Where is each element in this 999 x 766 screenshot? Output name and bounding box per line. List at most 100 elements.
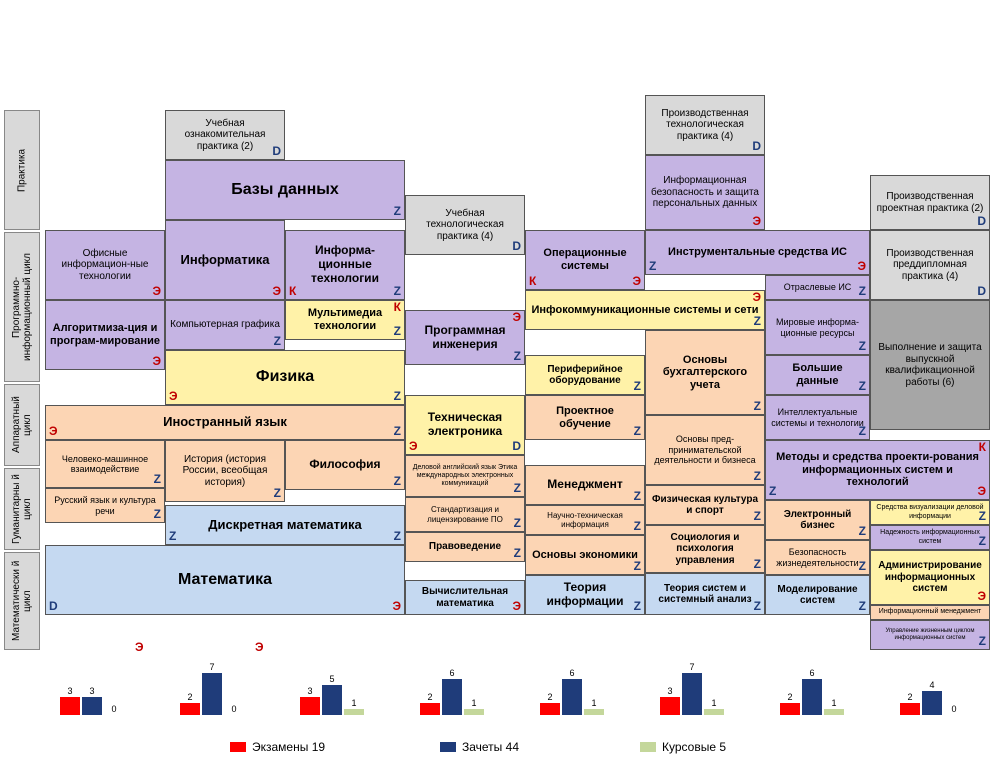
course-block-label: Производственная проектная практика (2)	[875, 191, 985, 214]
assessment-tag: Z	[514, 350, 521, 364]
chart-bar	[322, 685, 342, 715]
assessment-tag: Э	[512, 600, 521, 614]
course-block-label: Информа-ционные технологии	[290, 244, 400, 285]
course-block: Проектное обучениеZ	[525, 395, 645, 440]
cycle-label: Практика	[4, 110, 40, 230]
cycle-label: Гуманитарны й цикл	[4, 468, 40, 550]
course-block-label: Инструментальные средства ИС	[668, 246, 847, 259]
course-block: Информационная безопасность и защита пер…	[645, 155, 765, 230]
assessment-tag: Z	[859, 560, 866, 574]
course-block: Информационный менеджмент	[870, 605, 990, 620]
assessment-tag: Z	[754, 510, 761, 524]
bar-group: 240	[900, 660, 970, 715]
course-block-label: Физика	[256, 368, 314, 386]
chart-bar	[82, 697, 102, 715]
chart-bar	[780, 703, 800, 715]
course-block: Офисные информацион-ные технологииЭ	[45, 230, 165, 300]
assessment-tag: Z	[274, 335, 281, 349]
course-block-label: Основы экономики	[532, 549, 638, 562]
course-block-label: Менеджмент	[547, 478, 622, 492]
course-block: Базы данныхZ	[165, 160, 405, 220]
course-block: Производственная технологическая практик…	[645, 95, 765, 155]
assessment-tag: Z	[769, 485, 776, 499]
course-block-label: Человеко-машинное взаимодействие	[50, 454, 160, 475]
course-block-label: Учебная ознакомительная практика (2)	[170, 118, 280, 153]
cycle-label: Программно-информационный цикл	[4, 232, 40, 382]
course-block: Электронный бизнесZ	[765, 500, 870, 540]
assessment-tag: Z	[859, 340, 866, 354]
course-block-label: Иностранный язык	[163, 415, 287, 430]
course-block: Теория информацииZ	[525, 575, 645, 615]
assessment-tag: Z	[514, 547, 521, 561]
assessment-tag: Z	[634, 560, 641, 574]
course-block-label: Теория информации	[530, 581, 640, 609]
course-block-label: Философия	[309, 458, 380, 472]
course-block-label: Средства визуализации деловой информации	[875, 504, 985, 520]
bar-group: 261	[780, 660, 850, 715]
cycle-label: Математически й цикл	[4, 552, 40, 650]
assessment-tag: Z	[859, 525, 866, 539]
assessment-tag: Z	[634, 490, 641, 504]
chart-bar	[464, 709, 484, 715]
course-block: Периферийное оборудованиеZ	[525, 355, 645, 395]
assessment-tag: Z	[634, 380, 641, 394]
course-block: Управление жизненным циклом информационн…	[870, 620, 990, 650]
course-block-label: Методы и средства проекти-рования информ…	[770, 451, 985, 489]
course-block: Инфокоммуникационные системы и сетиЭZ	[525, 290, 765, 330]
course-block: Выполнение и защита выпускной квалификац…	[870, 300, 990, 430]
bar-value-label: 3	[300, 686, 320, 696]
bar-value-label: 2	[420, 692, 440, 702]
assessment-tag: Z	[754, 470, 761, 484]
assessment-tag: Э	[49, 425, 58, 439]
bar-group: 261	[540, 660, 610, 715]
assessment-tag: Z	[649, 260, 656, 274]
legend-item: Зачеты 44	[440, 740, 519, 754]
legend-label: Курсовые 5	[662, 740, 726, 754]
legend-swatch	[640, 742, 656, 752]
bar-group: 270	[180, 660, 250, 715]
chart-bar	[562, 679, 582, 715]
course-block: Отраслевые ИСZ	[765, 275, 870, 300]
course-block: Производственная проектная практика (2)D	[870, 175, 990, 230]
assessment-tag: D	[977, 285, 986, 299]
chart-bar	[802, 679, 822, 715]
assessment-tag: Z	[634, 425, 641, 439]
course-block-label: Социология и психология управления	[650, 532, 760, 567]
chart-bar	[420, 703, 440, 715]
course-block-label: Производственная преддипломная практика …	[875, 248, 985, 283]
bar-value-label: 1	[704, 698, 724, 708]
course-block: Компьютерная графикаZ	[165, 300, 285, 350]
chart-bar	[900, 703, 920, 715]
assessment-tag: Z	[394, 425, 401, 439]
legend-label: Зачеты 44	[462, 740, 519, 754]
assessment-tag: Z	[979, 535, 986, 549]
assessment-tag: Z	[394, 475, 401, 489]
legend-item: Экзамены 19	[230, 740, 325, 754]
course-block-label: Инфокоммуникационные системы и сети	[531, 304, 758, 317]
course-block-label: Офисные информацион-ные технологии	[50, 248, 160, 283]
course-block: Менеджмент Z	[525, 465, 645, 505]
course-block-label: Вычислительная математика	[410, 586, 520, 609]
assessment-tag: К	[289, 285, 296, 299]
bar-group: 330	[60, 660, 130, 715]
course-block: Информа-ционные технологииZК	[285, 230, 405, 300]
legend-swatch	[230, 742, 246, 752]
course-block-label: Физическая культура и спорт	[650, 494, 760, 517]
course-block-label: Производственная технологическая практик…	[650, 108, 760, 143]
course-block: Техническая электроникаDЭ	[405, 395, 525, 455]
course-block-label: Операционные системы	[530, 247, 640, 272]
course-block-label: Информатика	[181, 253, 270, 268]
assessment-tag: Z	[514, 517, 521, 531]
assessment-tag: К	[529, 275, 536, 289]
bar-value-label: 6	[442, 668, 462, 678]
course-block-label: Деловой английский язык Этика международ…	[410, 464, 520, 488]
assessment-tag: Э	[272, 285, 281, 299]
assessment-tag: Z	[274, 487, 281, 501]
course-block-label: Интеллектуальные системы и технологии	[770, 407, 865, 428]
course-block: Информатика Э	[165, 220, 285, 300]
course-block: Моделирование системZ	[765, 575, 870, 615]
course-block: Основы бухгалтерского учетаZ	[645, 330, 765, 415]
bar-value-label: 0	[944, 704, 964, 714]
course-block-label: Техническая электроника	[410, 411, 520, 439]
chart-bar	[300, 697, 320, 715]
